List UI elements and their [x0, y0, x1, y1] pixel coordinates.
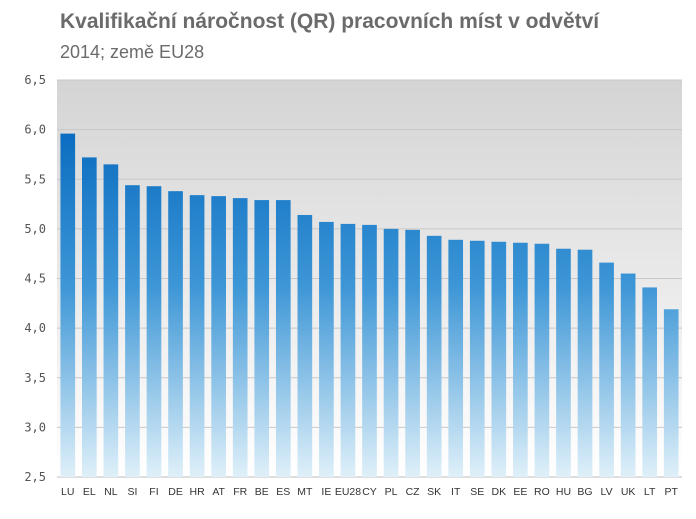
bar-pl: [383, 228, 399, 477]
bar-si: [125, 185, 140, 477]
bar-fr: [232, 198, 248, 478]
bar-se: [469, 240, 485, 477]
bar-nl: [103, 164, 119, 478]
x-tick-label: MT: [297, 486, 313, 498]
y-tick-label: 4,5: [24, 272, 46, 286]
x-tick-label: AT: [212, 486, 225, 498]
x-tick-label: CZ: [406, 486, 421, 498]
bar-it: [448, 239, 464, 477]
bar-uk: [620, 273, 636, 477]
y-tick-label: 5,0: [24, 222, 46, 236]
x-tick-label: BE: [255, 486, 269, 498]
bar-be: [254, 200, 270, 477]
x-tick-label: SI: [127, 486, 137, 498]
x-tick-label: HU: [556, 486, 571, 498]
x-tick-label: RO: [534, 486, 550, 498]
bar-ro: [534, 243, 550, 477]
y-tick-label: 3,5: [24, 371, 46, 385]
bar-mt: [297, 214, 313, 478]
bar-ie: [319, 221, 334, 477]
bar-el: [82, 157, 97, 478]
bar-eu28: [340, 223, 356, 477]
bar-lu: [60, 133, 76, 477]
x-tick-label: EL: [83, 486, 96, 498]
x-tick-label: CY: [362, 486, 377, 498]
y-tick-label: 4,0: [24, 321, 46, 335]
x-tick-label: ES: [276, 486, 290, 498]
x-tick-label: UK: [621, 486, 636, 498]
bar-sk: [426, 235, 442, 477]
x-tick-label: LV: [601, 486, 613, 498]
x-tick-label: EU28: [335, 486, 361, 498]
bar-cy: [362, 224, 377, 477]
chart-title: Kvalifikační náročnost (QR) pracovních m…: [60, 10, 600, 33]
y-tick-label: 3,0: [24, 420, 46, 434]
y-tick-label: 5,5: [24, 172, 46, 186]
x-tick-label: LU: [61, 486, 74, 498]
x-tick-label: BG: [577, 486, 592, 498]
bar-lv: [599, 262, 614, 477]
x-tick-label: EE: [513, 486, 527, 498]
bar-cz: [405, 229, 420, 477]
x-tick-label: DK: [492, 486, 507, 498]
x-tick-label: PT: [665, 486, 679, 498]
bar-at: [211, 196, 226, 477]
x-tick-label: HR: [190, 486, 206, 498]
y-tick-label: 2,5: [24, 470, 46, 484]
x-tick-label: IE: [321, 486, 331, 498]
bar-bg: [577, 249, 593, 477]
bar-de: [168, 191, 183, 477]
bar-lt: [642, 287, 657, 477]
x-tick-label: SK: [427, 486, 441, 498]
bar-es: [275, 200, 291, 477]
x-tick-label: LT: [644, 486, 656, 498]
chart-subtitle: 2014; země EU28: [60, 42, 205, 62]
x-tick-label: FR: [233, 486, 247, 498]
x-tick-label: IT: [451, 486, 461, 498]
x-tick-label: FI: [149, 486, 158, 498]
bar-hr: [189, 195, 205, 477]
bar-dk: [491, 241, 507, 477]
x-tick-label: NL: [104, 486, 118, 498]
y-tick-label: 6,0: [24, 123, 46, 137]
bar-pt: [663, 309, 679, 477]
bar-fi: [146, 186, 162, 477]
x-tick-label: PL: [385, 486, 398, 498]
y-tick-label: 6,5: [24, 73, 46, 87]
x-tick-label: SE: [470, 486, 484, 498]
x-tick-label: DE: [168, 486, 183, 498]
bar-hu: [556, 248, 571, 477]
bar-ee: [513, 242, 528, 477]
